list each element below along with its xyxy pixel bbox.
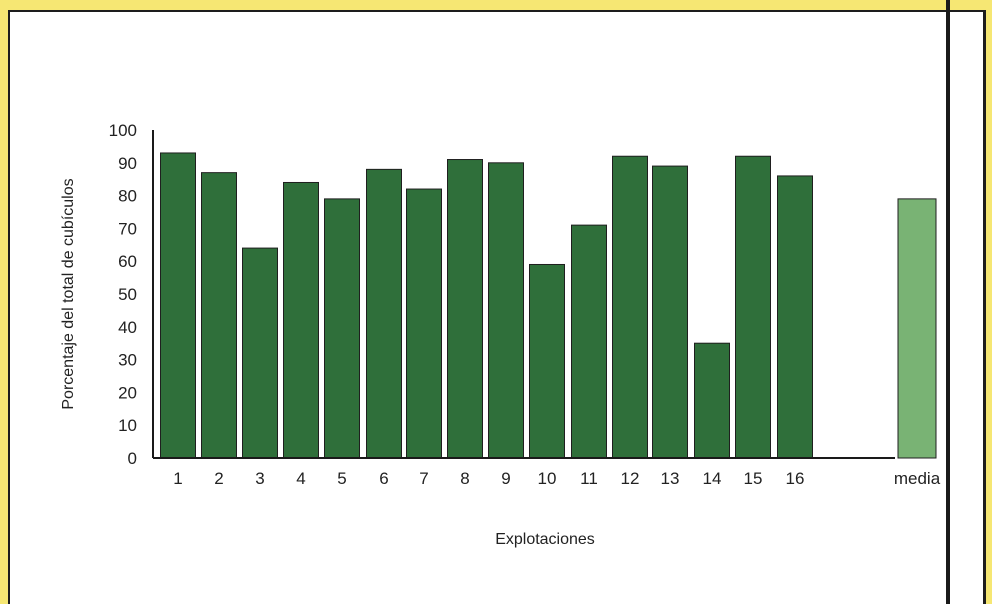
bar-7 bbox=[406, 188, 442, 459]
x-tick-label-2: 2 bbox=[214, 469, 223, 488]
x-tick-label-11: 11 bbox=[580, 469, 598, 488]
x-tick-label-15: 15 bbox=[744, 469, 763, 488]
bar-8 bbox=[447, 159, 483, 459]
x-tick-label-3: 3 bbox=[255, 469, 264, 488]
x-axis-ticks: 1 2 3 4 5 6 7 8 9 10 11 12 13 14 15 16 media bbox=[173, 469, 940, 488]
y-tick-label: 100 bbox=[109, 121, 137, 140]
x-tick-label-7: 7 bbox=[419, 469, 428, 488]
bar-15 bbox=[735, 155, 771, 459]
right-border bbox=[946, 0, 950, 604]
y-tick-label: 40 bbox=[118, 318, 137, 337]
x-tick-label-1: 1 bbox=[173, 469, 182, 488]
bar-9 bbox=[488, 162, 524, 459]
x-tick-label-12: 12 bbox=[621, 469, 640, 488]
x-tick-label-5: 5 bbox=[337, 469, 346, 488]
bar-media bbox=[897, 198, 937, 459]
x-tick-label-4: 4 bbox=[296, 469, 305, 488]
x-tick-label-6: 6 bbox=[379, 469, 388, 488]
y-axis-ticks: 0 10 20 30 40 50 60 70 80 90 100 bbox=[109, 121, 137, 468]
x-tick-label-16: 16 bbox=[786, 469, 805, 488]
x-tick-label-13: 13 bbox=[661, 469, 680, 488]
y-axis-label: Porcentaje del total de cubículos bbox=[60, 178, 77, 409]
bar-2 bbox=[201, 172, 237, 459]
bar-13 bbox=[652, 165, 688, 459]
bar-5 bbox=[324, 198, 360, 459]
bar-4 bbox=[283, 181, 319, 459]
bar-16 bbox=[777, 175, 813, 459]
bar-12 bbox=[612, 155, 648, 459]
bar-14 bbox=[694, 342, 730, 459]
x-tick-label-media: media bbox=[894, 469, 941, 488]
y-tick-label: 20 bbox=[118, 383, 137, 402]
y-tick-label: 50 bbox=[118, 285, 137, 304]
y-tick-label: 70 bbox=[118, 219, 137, 238]
bar-1 bbox=[160, 152, 196, 459]
x-tick-label-8: 8 bbox=[460, 469, 469, 488]
x-tick-label-14: 14 bbox=[703, 469, 722, 488]
y-tick-label: 0 bbox=[128, 449, 137, 468]
x-axis-label: Explotaciones bbox=[495, 531, 595, 548]
y-tick-label: 60 bbox=[118, 252, 137, 271]
x-tick-label-10: 10 bbox=[538, 469, 557, 488]
bars bbox=[160, 152, 937, 459]
bar-10 bbox=[529, 263, 565, 459]
y-tick-label: 30 bbox=[118, 351, 137, 370]
y-tick-label: 80 bbox=[118, 187, 137, 206]
x-tick-label-9: 9 bbox=[501, 469, 510, 488]
y-tick-label: 10 bbox=[118, 416, 137, 435]
bar-6 bbox=[366, 168, 402, 459]
bar-3 bbox=[242, 247, 278, 459]
bar-11 bbox=[571, 224, 607, 459]
y-tick-label: 90 bbox=[118, 154, 137, 173]
